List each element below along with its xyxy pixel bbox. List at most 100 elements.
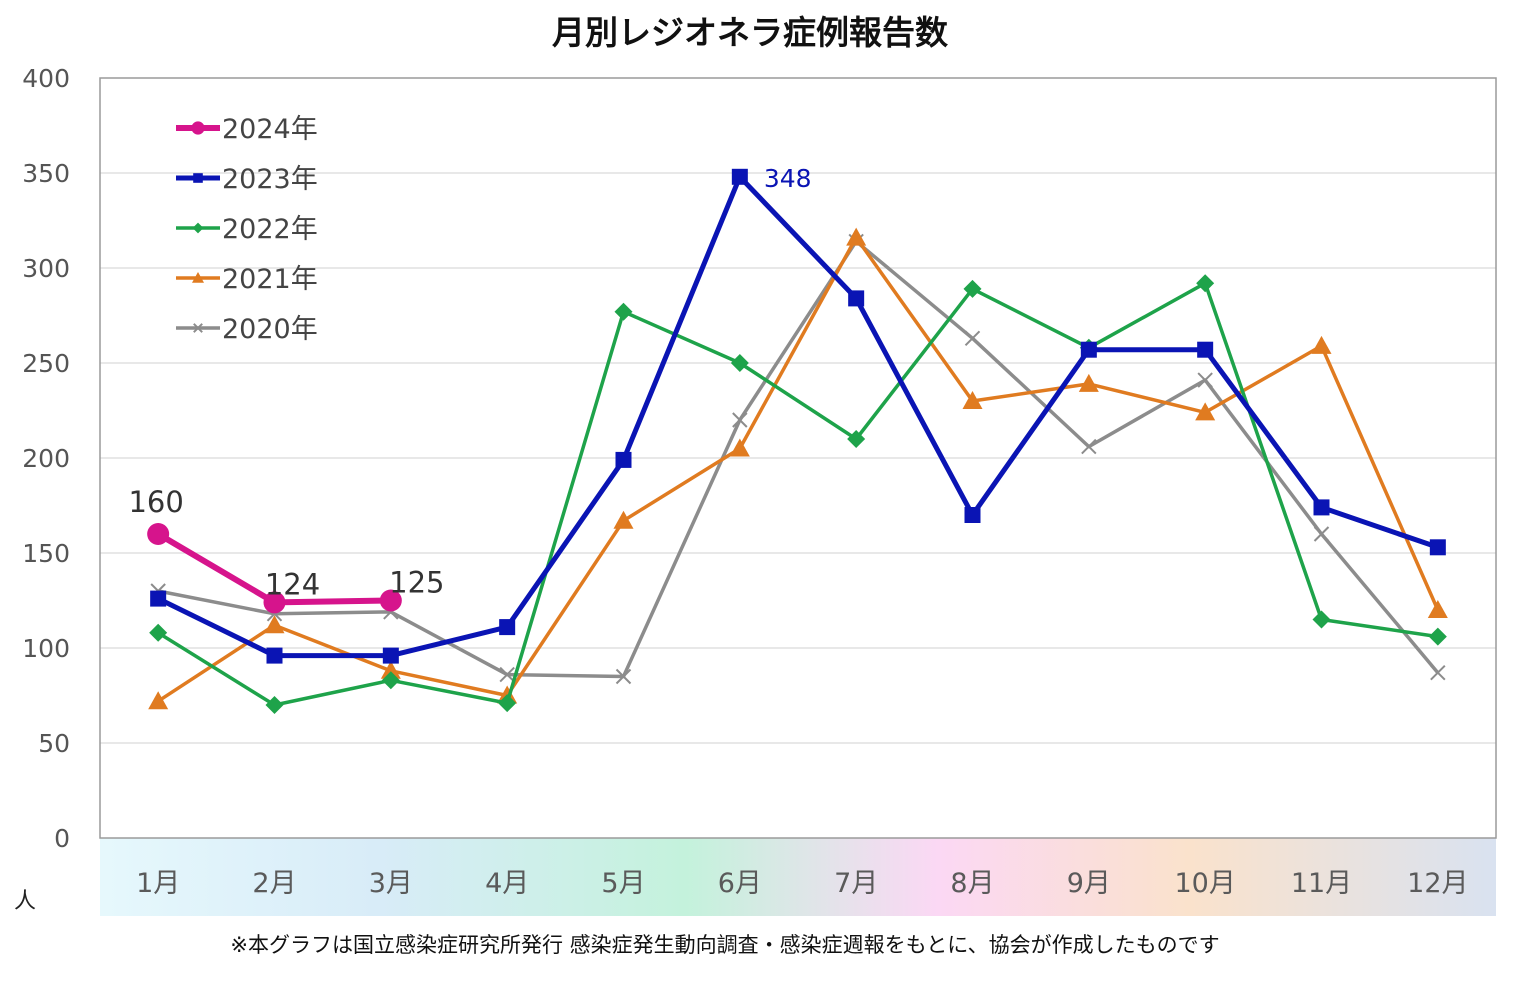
data-point xyxy=(848,290,865,307)
x-tick-label: 11月 xyxy=(1291,868,1352,899)
data-point xyxy=(266,647,283,664)
data-point xyxy=(264,615,285,634)
data-point xyxy=(265,696,284,714)
data-point xyxy=(150,590,167,607)
series-layer: 160 124 125 348 xyxy=(128,164,1448,714)
y-axis-ticks: 0 50 100 150 200 250 300 350 400 xyxy=(22,64,70,853)
data-point xyxy=(1195,402,1216,421)
data-point xyxy=(846,227,867,246)
x-axis-ticks: 1月 2月 3月 4月 5月 6月 7月 8月 9月 10月 11月 12月 xyxy=(136,868,1468,899)
data-point xyxy=(382,647,399,664)
legend-marker xyxy=(193,173,203,183)
data-label: 125 xyxy=(389,566,444,600)
data-point xyxy=(1429,539,1446,556)
series-line xyxy=(157,235,1440,703)
legend-marker xyxy=(192,222,204,234)
data-point xyxy=(731,168,748,185)
data-point xyxy=(1197,341,1214,358)
legend-item: 2022年 xyxy=(176,214,318,245)
y-tick-label: 400 xyxy=(22,64,70,93)
y-tick-label: 0 xyxy=(54,824,70,853)
data-point xyxy=(1078,373,1099,392)
legend: 2024年 2023年 2022年 2021年 2020年 xyxy=(176,114,318,345)
y-tick-label: 200 xyxy=(22,444,70,473)
data-point xyxy=(1313,499,1330,516)
y-axis-unit-label: 人 xyxy=(14,889,36,914)
series-line xyxy=(157,239,1440,679)
legend-item: 2021年 xyxy=(176,264,318,295)
data-point xyxy=(732,412,748,428)
data-point xyxy=(149,623,168,642)
series-line xyxy=(157,281,1439,707)
x-axis-band xyxy=(100,838,1496,916)
data-point xyxy=(1428,627,1447,646)
data-point xyxy=(847,430,866,448)
x-tick-label: 4月 xyxy=(485,868,529,899)
data-point xyxy=(1427,600,1448,618)
data-point xyxy=(1080,341,1097,358)
legend-label: 2022年 xyxy=(222,214,318,245)
legend-marker xyxy=(193,323,203,333)
data-point xyxy=(148,691,169,710)
legend-label: 2024年 xyxy=(222,114,318,145)
x-tick-label: 1月 xyxy=(136,868,180,899)
data-point xyxy=(615,451,632,468)
y-tick-label: 50 xyxy=(38,729,70,758)
data-point xyxy=(379,589,402,612)
data-point xyxy=(380,660,401,679)
data-point xyxy=(1312,610,1331,629)
data-point xyxy=(1313,526,1330,542)
data-label: 348 xyxy=(764,164,812,193)
data-point xyxy=(1430,664,1446,681)
x-tick-label: 3月 xyxy=(369,868,413,899)
x-tick-label: 10月 xyxy=(1174,868,1235,899)
chart-title: 月別レジオネラ症例報告数 xyxy=(552,13,949,52)
x-tick-label: 5月 xyxy=(601,868,645,899)
y-tick-label: 350 xyxy=(22,159,70,188)
y-tick-label: 250 xyxy=(22,349,70,378)
data-point xyxy=(963,279,982,298)
data-point xyxy=(964,330,981,347)
legend-marker xyxy=(191,121,205,135)
series-2021年 xyxy=(148,227,1448,710)
y-tick-label: 300 xyxy=(22,254,70,283)
x-tick-label: 9月 xyxy=(1067,868,1111,899)
series-line xyxy=(157,174,1439,659)
data-point xyxy=(498,694,517,713)
data-point xyxy=(614,302,633,321)
legend-label: 2021年 xyxy=(222,264,318,295)
data-point xyxy=(729,438,750,457)
x-tick-label: 8月 xyxy=(950,868,994,899)
data-point xyxy=(1081,438,1097,455)
data-point xyxy=(263,591,286,614)
data-point xyxy=(615,668,632,685)
data-label: 160 xyxy=(128,485,183,519)
legend-item: 2020年 xyxy=(176,314,318,345)
data-point xyxy=(1311,335,1332,354)
data-label: 124 xyxy=(265,567,320,601)
data-point xyxy=(499,666,515,683)
data-point xyxy=(962,391,983,409)
x-tick-label: 12月 xyxy=(1407,868,1468,899)
data-point xyxy=(1196,274,1215,293)
y-tick-label: 150 xyxy=(22,539,70,568)
legend-marker xyxy=(192,272,204,283)
legend-item: 2023年 xyxy=(176,164,318,195)
footnote: ※本グラフは国立感染症研究所発行 感染症発生動向調査・感染症週報をもとに、協会が… xyxy=(230,933,1219,957)
series-2020年 xyxy=(150,233,1446,685)
series-2024年 xyxy=(147,523,402,614)
data-point xyxy=(964,507,981,523)
plot-frame xyxy=(99,77,1497,839)
data-point xyxy=(381,671,400,690)
series-2023年 xyxy=(150,168,1446,664)
legend-item: 2024年 xyxy=(176,114,318,145)
data-point xyxy=(499,619,516,636)
y-tick-label: 100 xyxy=(22,634,70,663)
x-tick-label: 2月 xyxy=(252,868,296,899)
legend-label: 2023年 xyxy=(222,164,318,195)
data-point xyxy=(1197,372,1213,388)
data-point xyxy=(730,354,749,372)
x-tick-label: 6月 xyxy=(718,868,762,899)
